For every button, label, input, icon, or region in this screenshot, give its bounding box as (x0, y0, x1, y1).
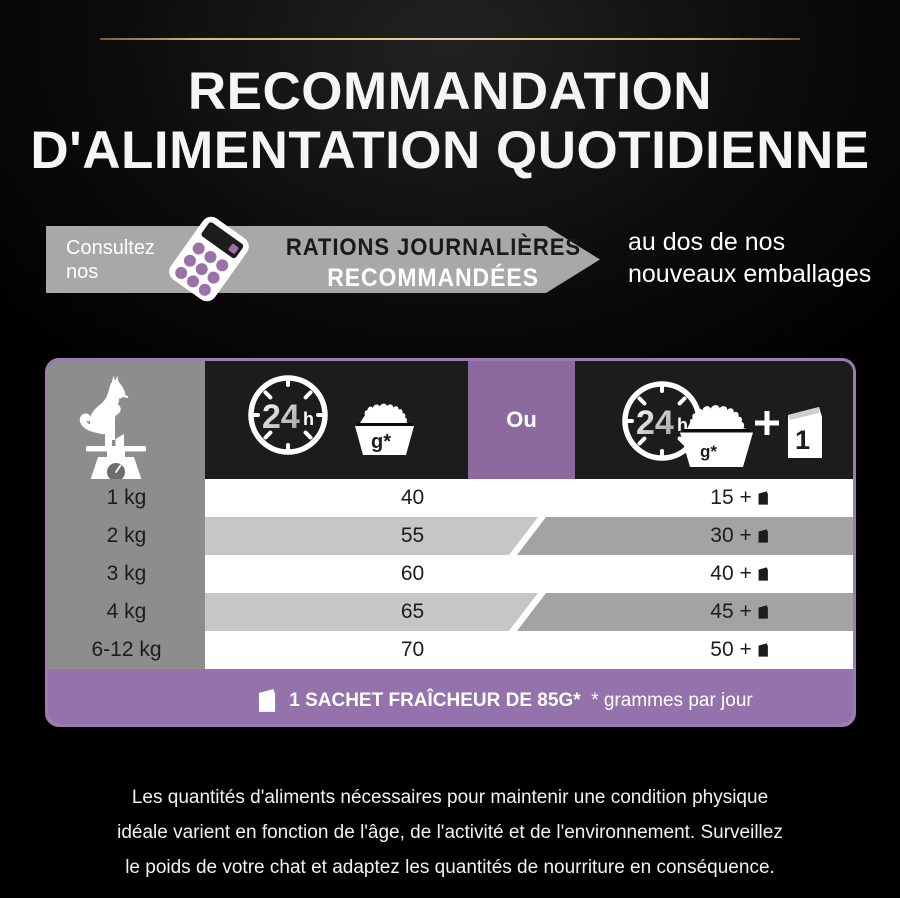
svg-text:1: 1 (795, 425, 810, 455)
svg-text:g*: g* (700, 442, 717, 461)
svg-text:g*: g* (371, 431, 391, 453)
svg-text:24: 24 (636, 404, 674, 442)
svg-text:h: h (303, 409, 314, 429)
svg-text:24: 24 (262, 398, 300, 436)
